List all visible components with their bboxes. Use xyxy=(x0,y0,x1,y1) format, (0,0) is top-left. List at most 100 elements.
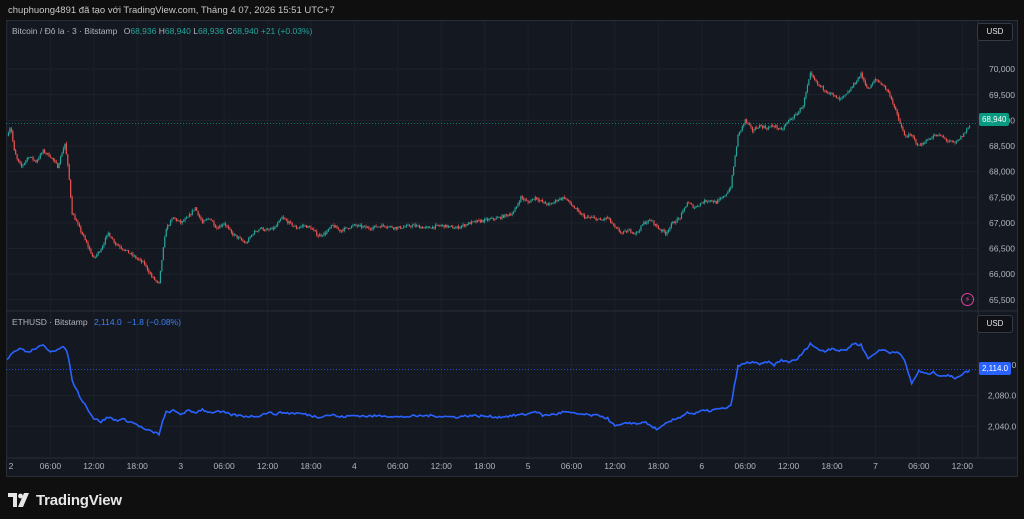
btc-candle-72 xyxy=(112,236,114,240)
btc-candle-body xyxy=(116,244,118,245)
btc-candle-487 xyxy=(712,200,714,204)
btc-candle-body xyxy=(323,232,325,236)
btc-candle-body xyxy=(67,154,69,165)
btc-candle-128 xyxy=(193,210,195,212)
btc-candle-body xyxy=(13,140,15,151)
btc-candle-body xyxy=(206,219,208,220)
btc-candle-331 xyxy=(486,217,489,222)
btc-candle-body xyxy=(298,227,300,229)
btc-candle-130 xyxy=(196,206,198,211)
btc-candle-243 xyxy=(359,223,361,228)
time-tick-22: 12:00 xyxy=(952,461,974,471)
btc-candle-body xyxy=(657,226,659,229)
btc-candles xyxy=(6,71,978,284)
btc-candle-body xyxy=(55,161,57,164)
btc-candle-body xyxy=(789,118,791,120)
btc-candle-223 xyxy=(330,224,332,230)
btc-candle-135 xyxy=(203,218,205,224)
btc-candle-16 xyxy=(31,156,33,159)
btc-candle-371 xyxy=(544,200,547,204)
btc-candle-body xyxy=(621,232,623,234)
btc-candle-259 xyxy=(382,223,384,227)
btc-candle-597 xyxy=(871,81,874,87)
btc-candle-616 xyxy=(899,118,901,124)
btc-candle-body xyxy=(553,201,555,204)
btc-candle-203 xyxy=(301,223,303,229)
btc-candle-117 xyxy=(177,218,179,222)
btc-candle-56 xyxy=(88,245,91,252)
btc-currency-button[interactable]: USD xyxy=(977,23,1013,41)
btc-candle-body xyxy=(919,144,921,146)
btc-candle-body xyxy=(482,220,484,222)
btc-candle-384 xyxy=(563,195,565,200)
btc-candle-362 xyxy=(531,198,534,202)
btc-candle-body xyxy=(306,225,308,228)
btc-candle-body xyxy=(72,214,75,216)
btc-candle-200 xyxy=(297,227,299,229)
btc-candle-125 xyxy=(188,212,190,218)
btc-candle-446 xyxy=(653,220,655,227)
btc-candle-body xyxy=(615,227,617,228)
time-axis[interactable]: 2 06:00 12:00 18:00 3 06:00 12:00 18:00 4 06:00 12… xyxy=(9,461,974,471)
btc-candle-body xyxy=(504,214,506,218)
btc-candle-body xyxy=(439,225,441,227)
btc-candle-body xyxy=(242,240,244,242)
tradingview-logo[interactable]: TradingView xyxy=(8,489,122,511)
eth-currency-button[interactable]: USD xyxy=(977,315,1013,333)
btc-candle-body xyxy=(117,244,120,246)
btc-candle-body xyxy=(358,225,360,227)
btc-candle-body xyxy=(552,203,554,205)
btc-candle-body xyxy=(825,90,827,93)
btc-candle-body xyxy=(240,238,243,241)
btc-candle-body xyxy=(44,149,46,153)
btc-candle-body xyxy=(427,226,429,228)
btc-candle-body xyxy=(527,200,529,203)
btc-candle-514 xyxy=(751,126,754,134)
eth-legend[interactable]: ETHUSD · Bitstamp 2,114.0 −1.8 (−0.08%) xyxy=(12,317,181,327)
btc-candle-602 xyxy=(879,80,881,83)
btc-candle-body xyxy=(64,143,66,149)
btc-candle-434 xyxy=(636,230,638,236)
btc-candle-body xyxy=(520,196,522,202)
time-tick-6: 12:00 xyxy=(257,461,279,471)
btc-price-axis[interactable]: 65,500 66,000 66,500 67,000 67,500 68,000 68,5… xyxy=(989,64,1015,305)
btc-candle-body xyxy=(168,225,170,226)
btc-candle-body xyxy=(867,87,869,89)
btc-candle-body xyxy=(877,80,879,82)
btc-candle-body xyxy=(119,245,121,248)
btc-candle-body xyxy=(295,226,298,229)
btc-candle-50 xyxy=(80,225,82,234)
btc-candle-body xyxy=(905,135,907,137)
btc-candle-body xyxy=(359,225,361,226)
btc-candle-body xyxy=(776,125,778,129)
btc-candle-body xyxy=(446,224,448,228)
btc-candle-body xyxy=(19,161,21,164)
btc-candle-body xyxy=(882,84,884,86)
btc-candle-body xyxy=(767,127,769,130)
btc-candle-body xyxy=(391,226,393,228)
btc-candle-84 xyxy=(129,252,131,255)
btc-candle-body xyxy=(424,226,426,228)
btc-candle-382 xyxy=(560,197,562,201)
btc-candle-body xyxy=(103,243,105,247)
btc-candle-139 xyxy=(209,218,211,220)
btc-candle-body xyxy=(757,128,759,129)
btc-candle-167 xyxy=(249,235,251,240)
btc-candle-399 xyxy=(585,216,587,219)
btc-candle-76 xyxy=(117,243,120,246)
btc-candle-17 xyxy=(32,155,34,162)
btc-candle-body xyxy=(772,125,774,127)
btc-candle-2 xyxy=(10,126,12,133)
btc-candle-606 xyxy=(885,85,887,91)
btc-candle-238 xyxy=(352,223,354,228)
btc-candle-461 xyxy=(675,220,677,225)
btc-candle-662 xyxy=(966,127,968,135)
btc-candle-body xyxy=(514,208,516,213)
btc-candle-57 xyxy=(90,247,92,254)
btc-candle-322 xyxy=(473,220,476,223)
btc-legend[interactable]: Bitcoin / Đô la · 3 · Bitstamp O68,936 H… xyxy=(12,26,312,36)
btc-candle-385 xyxy=(565,197,567,200)
btc-candle-353 xyxy=(518,199,520,206)
lightning-icon[interactable]: ⚡ xyxy=(961,293,974,306)
